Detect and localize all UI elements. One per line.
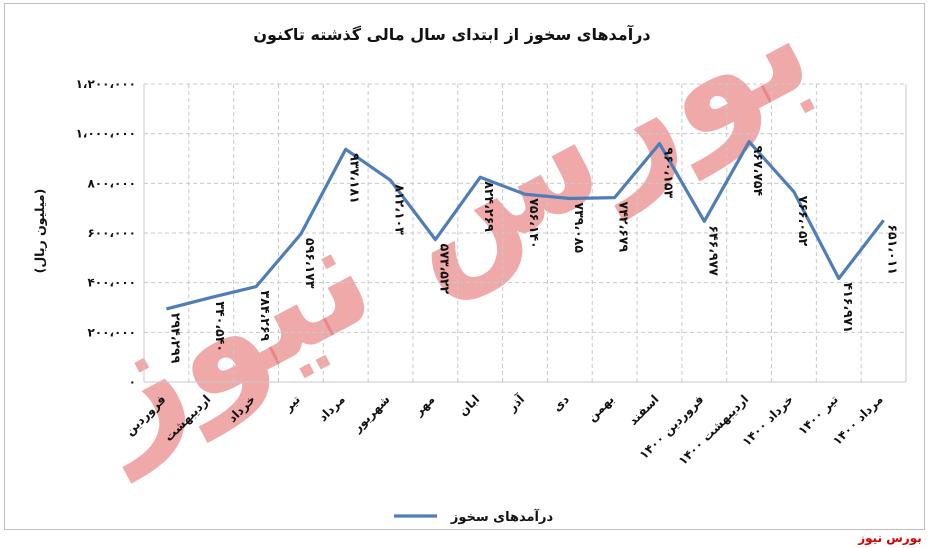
chart-title: درآمدهای سخوز از ابتدای سال مالی گذشته ت… bbox=[253, 24, 650, 44]
data-label: ۶۵۱،۰۱۱ bbox=[886, 224, 901, 275]
legend: درآمدهای سخوز bbox=[394, 508, 553, 525]
y-tick-label: ۱،۰۰۰،۰۰۰ bbox=[76, 127, 136, 141]
data-label: ۳۸۴،۲۶۹ bbox=[258, 291, 273, 342]
data-labels: ۲۹۴،۲۹۹ ۳۴۰،۵۴۰ ۳۸۴،۲۶۹ ۵۹۶،۱۷۳ ۹۳۷،۱۸۱ ۸۱۲،۱… bbox=[168, 146, 900, 364]
y-tick-label: ۲۰۰،۰۰۰ bbox=[87, 325, 136, 339]
x-tick-label: اسفند bbox=[626, 392, 662, 428]
data-label: ۵۹۶،۱۷۳ bbox=[303, 238, 318, 289]
source-label: بورس نیوز bbox=[857, 531, 922, 546]
data-label: ۹۳۷،۱۸۱ bbox=[348, 153, 363, 204]
data-label: ۳۴۰،۵۴۰ bbox=[213, 301, 228, 352]
data-label: ۶۴۶،۹۷۷ bbox=[706, 225, 721, 276]
data-label: ۴۱۶،۹۷۱ bbox=[841, 282, 856, 333]
x-tick-label: شهریور bbox=[349, 392, 393, 436]
x-tick-label: بهمن bbox=[585, 392, 617, 424]
data-label: ۵۷۳،۵۲۲ bbox=[437, 244, 452, 295]
y-tick-label: ۴۰۰،۰۰۰ bbox=[87, 276, 136, 290]
x-tick-label: آذر bbox=[504, 391, 528, 415]
y-axis-ticks: ۰ ۲۰۰،۰۰۰ ۴۰۰،۰۰۰ ۶۰۰،۰۰۰ ۸۰۰،۰۰۰ ۱،۰۰۰،۰۰۰ ۱،… bbox=[76, 77, 136, 389]
series-line bbox=[166, 140, 885, 311]
x-tick-label: تیر ۱۴۰۰ bbox=[795, 392, 840, 437]
data-label: ۲۹۴،۲۹۹ bbox=[168, 313, 183, 364]
data-label: ۷۳۹،۰۸۵ bbox=[572, 202, 587, 253]
x-tick-label: مهر bbox=[411, 392, 438, 419]
x-tick-label: دی bbox=[550, 392, 572, 414]
x-tick-label: ابان bbox=[456, 392, 482, 418]
data-label: ۹۶۰،۱۵۳ bbox=[661, 148, 676, 199]
data-label: ۷۶۶،۰۵۲ bbox=[796, 196, 811, 247]
y-axis-label: (میلیون ریال) bbox=[32, 189, 47, 274]
data-label: ۷۴۲،۶۷۹ bbox=[617, 202, 632, 253]
data-label: ۹۶۷،۷۵۴ bbox=[751, 146, 766, 197]
legend-label: درآمدهای سخوز bbox=[450, 508, 554, 525]
y-tick-label: ۰ bbox=[129, 375, 136, 389]
data-label: ۸۲۴،۲۶۹ bbox=[482, 181, 497, 232]
y-tick-label: ۸۰۰،۰۰۰ bbox=[87, 176, 136, 190]
y-tick-label: ۶۰۰،۰۰۰ bbox=[87, 226, 136, 240]
x-tick-label: مرداد bbox=[316, 392, 348, 424]
data-label: ۷۵۶،۱۴۰ bbox=[527, 198, 542, 249]
data-label: ۸۱۲،۱۰۳ bbox=[393, 184, 408, 235]
y-tick-label: ۱،۲۰۰،۰۰۰ bbox=[76, 77, 136, 91]
